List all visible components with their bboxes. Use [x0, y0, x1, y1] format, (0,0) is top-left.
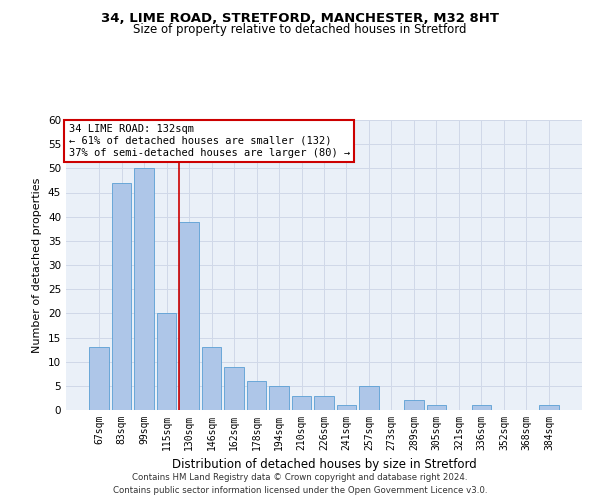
Bar: [404, 400, 424, 410]
Bar: [179, 222, 199, 410]
Bar: [112, 183, 131, 410]
Bar: [359, 386, 379, 410]
Text: Contains HM Land Registry data © Crown copyright and database right 2024.
Contai: Contains HM Land Registry data © Crown c…: [113, 474, 487, 495]
Bar: [539, 405, 559, 410]
Bar: [134, 168, 154, 410]
Bar: [472, 405, 491, 410]
Text: 34, LIME ROAD, STRETFORD, MANCHESTER, M32 8HT: 34, LIME ROAD, STRETFORD, MANCHESTER, M3…: [101, 12, 499, 26]
Bar: [427, 405, 446, 410]
Bar: [337, 405, 356, 410]
Bar: [157, 314, 176, 410]
Bar: [224, 366, 244, 410]
Text: 34 LIME ROAD: 132sqm
← 61% of detached houses are smaller (132)
37% of semi-deta: 34 LIME ROAD: 132sqm ← 61% of detached h…: [68, 124, 350, 158]
Bar: [269, 386, 289, 410]
Bar: [89, 347, 109, 410]
Bar: [202, 347, 221, 410]
Bar: [314, 396, 334, 410]
Bar: [292, 396, 311, 410]
Y-axis label: Number of detached properties: Number of detached properties: [32, 178, 43, 352]
X-axis label: Distribution of detached houses by size in Stretford: Distribution of detached houses by size …: [172, 458, 476, 471]
Bar: [247, 381, 266, 410]
Text: Size of property relative to detached houses in Stretford: Size of property relative to detached ho…: [133, 22, 467, 36]
